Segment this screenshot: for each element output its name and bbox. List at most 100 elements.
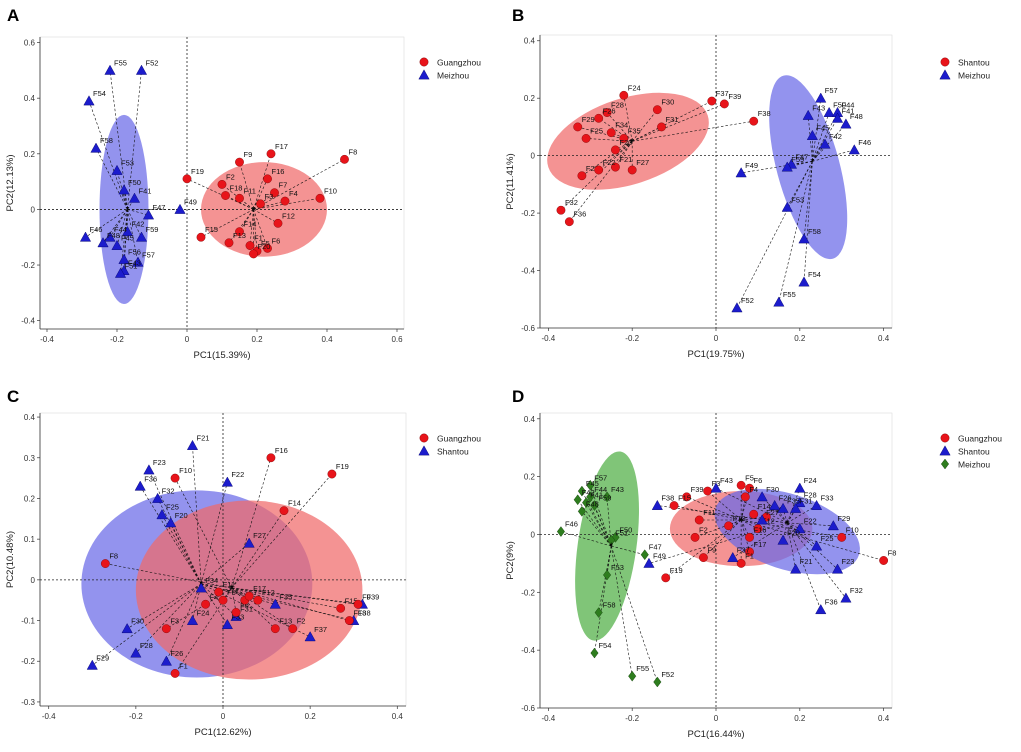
y-tick-label-b-5: 0.4 [524,37,536,46]
spoke-f42-d [577,499,612,547]
spoke-f3-a [253,203,261,210]
x-axis-label-d: PC1(16.44%) [687,729,744,740]
spoke-f37-d [732,522,788,558]
x-tick-label-a-2: 0 [185,335,190,344]
spoke-f59-a [127,209,142,238]
spoke-f33-d [787,505,817,524]
point-f53-a [111,164,123,175]
point-f27-c [243,537,255,548]
point-label-f47-a: F47 [153,203,166,212]
spoke-f5-a [253,209,258,252]
spoke-f47-d [611,545,645,556]
point-f43-b [802,109,814,120]
spoke-f35-c [201,583,276,605]
point-f48-b [840,118,852,129]
point-f56-a [118,253,130,264]
y-tick-label-c-6: 0.3 [24,454,36,463]
spoke-f48-a [102,209,128,243]
point-f10-c [170,473,180,483]
spoke-f21-c [192,445,202,584]
spoke-f22-b [598,141,633,171]
point-label-f5-c: F5 [227,588,236,597]
confidence-ellipse-guangzhou-c [135,500,363,680]
spoke-f13-a [228,209,254,243]
point-label-f15-d: F15 [678,494,691,503]
spoke-f52-d [610,545,658,683]
point-label-f33-d: F33 [821,494,834,503]
spoke-f23-c [148,469,202,585]
point-f15-d [669,501,679,510]
point-label-f41-b: F41 [842,106,855,115]
x-tick-label-d-2: 0 [714,714,719,723]
point-label-f35-d: F35 [787,496,800,505]
point-label-f17-c: F17 [253,584,266,593]
panel-letter-c: C [7,387,20,406]
point-f42-d [573,494,582,506]
point-label-f13-a: F13 [233,231,246,240]
point-f9-d [699,553,708,563]
spoke-f58-b [803,161,813,239]
point-f1-c [170,669,180,678]
point-label-f33-c: F33 [231,613,244,622]
x-axis-label-a: PC1(15.39%) [193,350,250,361]
point-label-f44-b: F44 [842,101,855,110]
x-tick-label-c-0: -0.4 [42,712,56,721]
y-tick-label-c-3: 0 [31,576,36,585]
point-f55-b [773,296,785,307]
point-f37-d [727,551,739,562]
x-tick-label-b-1: -0.2 [625,334,639,343]
spoke-f57-b [812,98,822,162]
point-label-f24-b: F24 [628,83,641,92]
point-f8-a [340,154,349,164]
spoke-f50-a [123,189,128,210]
point-f13-c [270,624,280,634]
spoke-f58-a [95,148,128,210]
centroid-marker-meizhou-a: * [126,205,130,216]
point-label-f43-a: F43 [128,259,141,268]
spoke-f10-d [741,519,842,538]
spoke-f30-c [126,583,202,629]
point-label-f1-d: F1 [745,551,754,560]
point-f55-a [104,64,116,75]
point-f50-b [823,106,835,117]
point-label-f53-a: F53 [121,158,134,167]
point-label-f15-c: F15 [345,596,358,605]
x-tick-label-b-3: 0.2 [794,334,806,343]
y-tick-label-a-1: -0.2 [21,261,35,270]
point-label-f22-b: F22 [603,158,616,167]
y-tick-label-d-2: -0.2 [521,588,535,597]
x-tick-label-a-4: 0.4 [321,335,333,344]
point-label-f22-c: F22 [231,470,244,479]
point-f59-a [135,231,148,242]
point-label-f21-c: F21 [197,434,210,443]
y-axis-label-d: PC2(9%) [505,541,516,580]
spoke-f55-d [610,545,633,677]
point-label-f58-b: F58 [808,227,821,236]
legend-marker-guangzhou-c [419,433,429,443]
point-f18-c [344,616,354,625]
point-f9-c [353,599,363,609]
point-label-f53-d: F53 [611,563,624,572]
point-f21-d [790,563,802,574]
point-f13-a [224,238,234,248]
y-axis-label-b: PC2(11.41%) [505,153,516,209]
spoke-f48-d [581,511,612,547]
point-f59-d [590,500,599,511]
point-label-f13-d: F13 [733,514,746,523]
point-label-f41-a: F41 [139,186,152,195]
point-f41-a [128,192,141,203]
point-f55-d [628,670,637,682]
y-tick-label-a-0: -0.4 [21,317,35,326]
y-tick-label-d-0: -0.6 [521,704,535,713]
x-tick-label-b-0: -0.4 [541,334,555,343]
point-f57-b [815,92,827,103]
y-tick-label-d-3: 0 [531,530,536,539]
spoke-f24-b [623,95,633,142]
point-f31-d [790,502,802,513]
point-label-f11-c: F11 [223,580,235,589]
x-tick-label-c-4: 0.4 [392,712,404,721]
point-label-f36-b: F36 [573,210,586,219]
legend-label-guangzhou-c: Guangzhou [437,434,481,444]
point-label-f21-b: F21 [619,155,632,164]
